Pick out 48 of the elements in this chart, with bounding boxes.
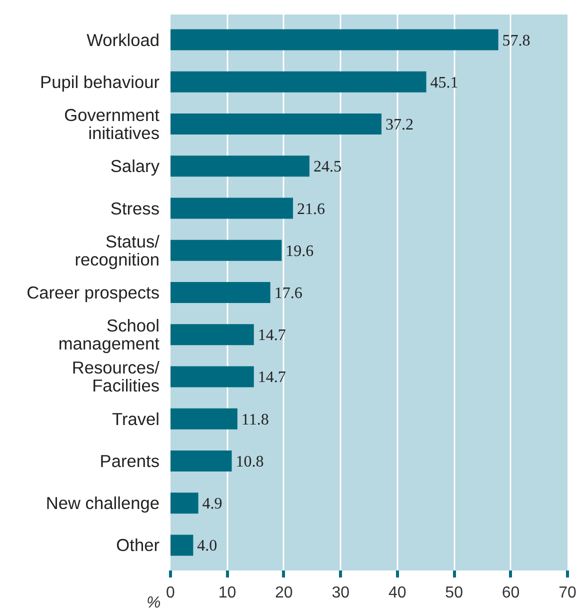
x-tick-label: 50 <box>445 584 464 602</box>
y-tick-label: Resources/ Facilities <box>72 358 160 396</box>
data-label: 17.6 <box>274 285 302 302</box>
bar <box>170 492 198 514</box>
y-tick-label: School management <box>58 316 160 354</box>
y-tick-label: Career prospects <box>26 282 160 302</box>
y-tick-label: Stress <box>110 198 160 218</box>
data-label: 14.7 <box>258 369 286 386</box>
bar <box>170 113 382 135</box>
data-label: 14.7 <box>258 327 286 344</box>
bar <box>170 240 282 261</box>
x-tick-label: 10 <box>218 584 236 602</box>
bar <box>170 450 232 472</box>
y-tick-label: Government initiatives <box>64 105 160 144</box>
data-label: 57.8 <box>502 32 530 50</box>
x-tick-label: 60 <box>502 584 520 602</box>
x-axis-title: % <box>146 594 161 612</box>
bar <box>170 324 254 346</box>
y-tick-label: Parents <box>100 450 160 471</box>
bar <box>170 29 498 50</box>
bar <box>170 198 294 219</box>
x-tick-label: 40 <box>388 584 406 602</box>
data-label: 4.9 <box>202 496 222 513</box>
bar <box>170 71 426 92</box>
x-tick-label: 30 <box>332 584 350 602</box>
data-label: 10.8 <box>236 453 264 470</box>
bar <box>170 534 194 556</box>
y-tick-label: Salary <box>110 156 160 176</box>
data-label: 24.5 <box>313 158 342 176</box>
bar <box>170 282 270 304</box>
x-tick-label: 20 <box>275 584 293 602</box>
bar <box>170 156 310 177</box>
y-tick-label: Status/ recognition <box>74 231 160 270</box>
data-label: 11.8 <box>241 411 269 428</box>
y-tick-label: Pupil behaviour <box>40 72 160 92</box>
y-tick-label: New challenge <box>46 493 160 514</box>
data-label: 21.6 <box>297 200 326 218</box>
x-tick-label: 70 <box>558 584 576 602</box>
data-label: 45.1 <box>430 74 458 92</box>
x-tick-label: 0 <box>166 584 176 602</box>
bar <box>170 366 254 388</box>
y-tick-label: Travel <box>112 408 160 429</box>
data-label: 4.0 <box>197 538 218 555</box>
y-tick-label: Other <box>116 535 160 556</box>
data-label: 37.2 <box>385 116 414 134</box>
data-label: 19.6 <box>286 242 314 260</box>
y-tick-label: Workload <box>86 30 160 50</box>
bar <box>170 408 238 430</box>
